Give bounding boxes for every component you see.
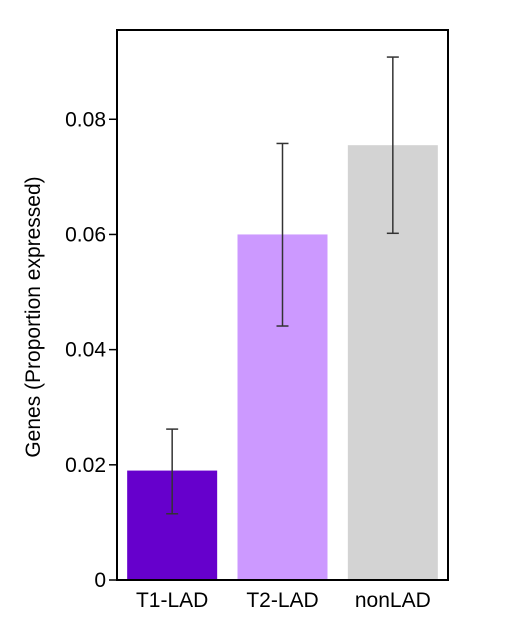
x-axis: T1-LAD T2-LAD nonLAD: [136, 589, 431, 612]
error-bar-t2-lad: [276, 142, 289, 327]
y-tick-label: 0.02: [65, 454, 106, 477]
x-tick-label-t2-lad: T2-LAD: [246, 589, 318, 612]
y-axis-title: Genes (Proportion expressed): [22, 176, 45, 457]
y-axis: 0 0.02 0.04 0.06 0.08: [65, 108, 117, 592]
y-tick-label: 0: [94, 569, 106, 592]
x-tick-label-t1-lad: T1-LAD: [136, 589, 208, 612]
y-tick-label: 0.06: [65, 223, 106, 246]
error-bars-layer: [166, 56, 399, 515]
error-bar-nonlad: [386, 56, 399, 235]
plot-frame: [116, 29, 449, 581]
y-tick-label: 0.04: [65, 339, 106, 362]
x-tick-label-nonlad: nonLAD: [355, 589, 431, 612]
error-bar-t1-lad: [166, 428, 179, 515]
y-tick-label: 0.08: [65, 108, 106, 131]
